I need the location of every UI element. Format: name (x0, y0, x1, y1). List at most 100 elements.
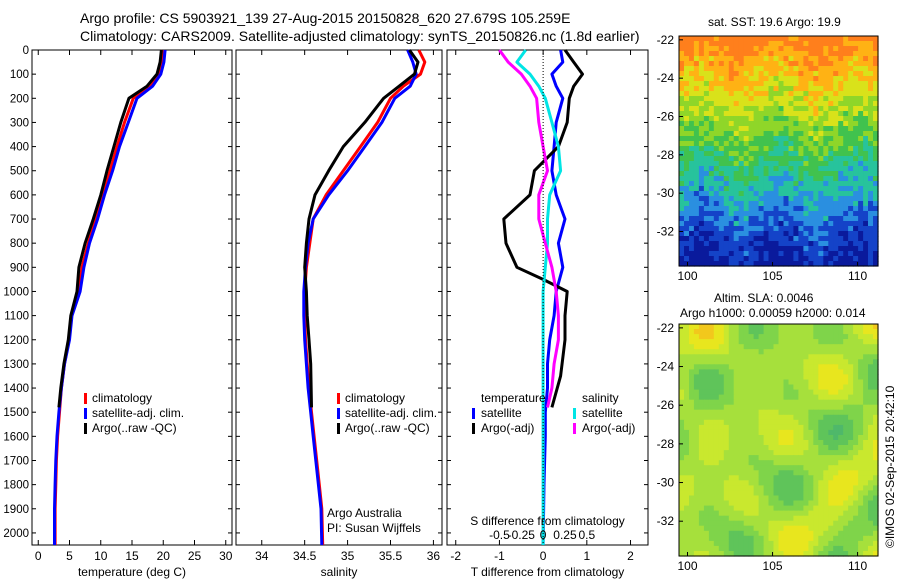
heatmap-cell (783, 256, 790, 262)
heatmap-cell (773, 181, 780, 187)
heatmap-cell (818, 226, 824, 232)
heatmap-cell (833, 480, 839, 486)
heatmap-cell (793, 111, 799, 117)
heatmap-cell (863, 505, 869, 512)
heatmap-cell (689, 419, 695, 426)
heatmap-cell (843, 141, 849, 147)
heatmap-cell (733, 334, 740, 340)
heatmap-cell (813, 96, 819, 102)
heatmap-cell (873, 71, 879, 77)
heatmap-cell (813, 71, 819, 77)
heatmap-cell (858, 394, 864, 401)
heatmap-cell (778, 91, 785, 97)
heatmap-cell (723, 146, 730, 152)
heatmap-cell (723, 236, 730, 242)
heatmap-cell (858, 535, 864, 542)
heatmap-cell (798, 141, 804, 147)
heatmap-cell (853, 236, 859, 242)
heatmap-cell (828, 126, 834, 132)
heatmap-cell (753, 251, 760, 257)
heatmap-cell (708, 515, 715, 522)
heatmap-cell (793, 51, 799, 57)
heatmap-cell (738, 246, 745, 252)
x-tick-label: -2 (450, 549, 461, 563)
heatmap-cell (718, 465, 725, 471)
heatmap-cell (698, 354, 705, 360)
heatmap-cell (863, 470, 869, 476)
heatmap-cell (743, 71, 750, 77)
heatmap-cell (808, 450, 814, 456)
heatmap-cell (723, 251, 730, 257)
heatmap-cell (753, 379, 760, 386)
heatmap-cell (693, 551, 700, 557)
heatmap-cell (723, 121, 730, 127)
heatmap-cell (698, 515, 705, 522)
heatmap-cell (813, 251, 819, 257)
heatmap-cell (773, 261, 780, 267)
heatmap-cell (823, 86, 829, 92)
heatmap-cell (708, 86, 715, 92)
heatmap-cell (873, 206, 879, 212)
heatmap-cell (868, 389, 874, 396)
heatmap-cell (838, 81, 844, 87)
heatmap-cell (738, 261, 745, 267)
heatmap-cell (718, 181, 725, 187)
heatmap-cell (823, 545, 829, 552)
heatmap-cell (798, 334, 804, 340)
heatmap-cell (738, 106, 745, 112)
heatmap-cell (798, 86, 804, 92)
heatmap-cell (838, 176, 844, 182)
heatmap-cell (703, 344, 710, 350)
heatmap-cell (703, 399, 710, 406)
heatmap-cell (708, 404, 715, 411)
x-tick-label: -1 (494, 549, 505, 563)
heatmap-cell (813, 535, 819, 542)
heatmap-cell (703, 445, 710, 451)
heatmap-cell (773, 349, 780, 355)
heatmap-cell (798, 101, 804, 107)
heatmap-cell (848, 525, 854, 532)
heatmap-cell (873, 520, 879, 527)
heatmap-cell (783, 61, 790, 67)
heatmap-cell (788, 545, 795, 552)
heatmap-cell (788, 334, 795, 340)
heatmap-cell (813, 116, 819, 122)
heatmap-cell (848, 384, 854, 391)
heatmap-cell (733, 206, 740, 212)
heatmap-cell (793, 136, 799, 142)
heatmap-cell (768, 485, 775, 491)
heatmap-cell (803, 429, 809, 436)
heatmap-cell (838, 141, 844, 147)
heatmap-cell (723, 241, 730, 247)
heatmap-cell (783, 46, 790, 52)
heatmap-cell (783, 354, 790, 360)
heatmap-cell (843, 545, 849, 552)
heatmap-cell (684, 106, 690, 112)
heatmap-cell (838, 359, 844, 365)
heatmap-cell (838, 166, 844, 172)
heatmap-cell (763, 339, 770, 345)
heatmap-cell (698, 495, 705, 502)
heatmap-cell (718, 241, 725, 247)
heatmap-cell (728, 324, 735, 330)
heatmap-cell (828, 369, 834, 375)
heatmap-cell (863, 530, 869, 537)
heatmap-cell (708, 116, 715, 122)
heatmap-cell (748, 329, 755, 335)
heatmap-cell (793, 121, 799, 127)
heatmap-cell (843, 429, 849, 436)
heatmap-cell (858, 440, 864, 446)
heatmap-cell (768, 251, 775, 257)
heatmap-cell (733, 81, 740, 87)
heatmap-cell (713, 181, 720, 187)
heatmap-cell (728, 221, 735, 227)
heatmap-cell (873, 404, 879, 411)
heatmap-cell (818, 349, 824, 355)
heatmap-cell (828, 156, 834, 162)
heatmap-cell (813, 500, 819, 507)
heatmap-cell (793, 399, 799, 406)
heatmap-cell (803, 515, 809, 522)
heatmap-cell (848, 424, 854, 431)
heatmap-cell (798, 505, 804, 512)
heatmap-cell (813, 404, 819, 411)
